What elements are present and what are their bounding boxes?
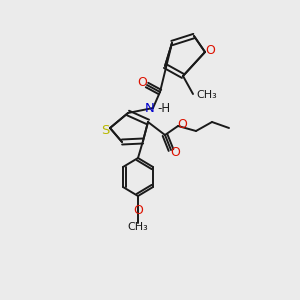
Text: O: O xyxy=(137,76,147,89)
Text: CH₃: CH₃ xyxy=(128,222,148,232)
Text: CH₃: CH₃ xyxy=(196,90,217,100)
Text: O: O xyxy=(170,146,180,160)
Text: O: O xyxy=(177,118,187,130)
Text: O: O xyxy=(205,44,215,56)
Text: -H: -H xyxy=(157,101,170,115)
Text: S: S xyxy=(101,124,109,137)
Text: N: N xyxy=(145,101,155,115)
Text: O: O xyxy=(133,203,143,217)
